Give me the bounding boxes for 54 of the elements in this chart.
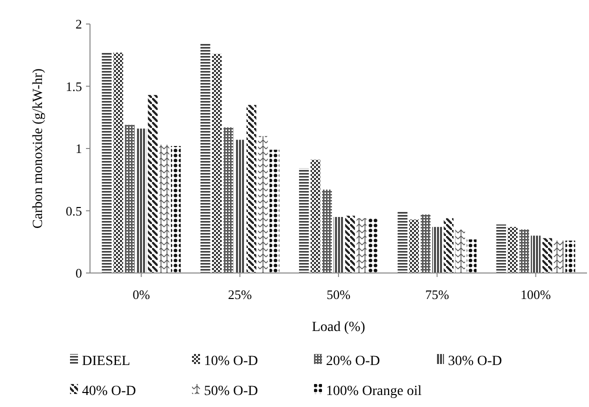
bar [466,239,477,273]
bar [148,94,158,273]
legend-label: 40% O-D [82,384,136,399]
bar [234,140,245,273]
legend-label: 10% O-D [204,354,258,369]
x-tick-label: 25% [228,287,252,302]
bar [334,216,344,273]
y-tick-label: 1.5 [66,78,82,94]
legend-label: 100% Orange oil [326,384,422,399]
bar [258,136,268,273]
bar [124,124,135,273]
x-axis-title: Load (%) [312,320,366,335]
bar [212,54,222,273]
bar [170,146,181,273]
legend-label: 30% O-D [448,354,502,369]
bar [368,218,378,273]
bar [542,238,552,273]
bar [444,218,454,273]
bar [102,52,112,273]
y-tick-label: 1 [76,141,82,156]
bar [136,128,146,273]
bar [508,226,518,273]
y-tick-label: 2 [76,16,82,32]
y-tick-label: 0.5 [66,203,82,218]
legend-label: 50% O-D [204,384,258,399]
bar [322,190,332,273]
bar [345,216,355,273]
x-tick-label: 0% [132,287,150,302]
bar [455,229,466,273]
bar [113,52,124,273]
bar [519,229,530,273]
y-axis-title: Carbon monoxide (g/kW-hr) [31,68,46,229]
legend-label: DIESEL [82,354,130,369]
bar [159,144,170,273]
bar [398,212,408,273]
bar [246,104,256,273]
x-tick-label: 75% [425,287,450,302]
bar [530,236,541,273]
bar [432,226,442,273]
bar [270,150,280,273]
legend-label: 20% O-D [326,354,380,369]
y-tick-label: 0 [76,266,82,281]
x-tick-label: 50% [326,287,351,302]
bar [310,160,320,273]
bar [409,219,419,273]
bar [200,44,210,273]
bar [565,240,576,273]
bar [554,240,564,273]
bar [496,224,506,273]
x-tick-label: 100% [520,287,552,302]
bar [299,168,309,273]
bar [356,218,366,273]
bar [223,127,234,273]
bar [420,214,430,273]
